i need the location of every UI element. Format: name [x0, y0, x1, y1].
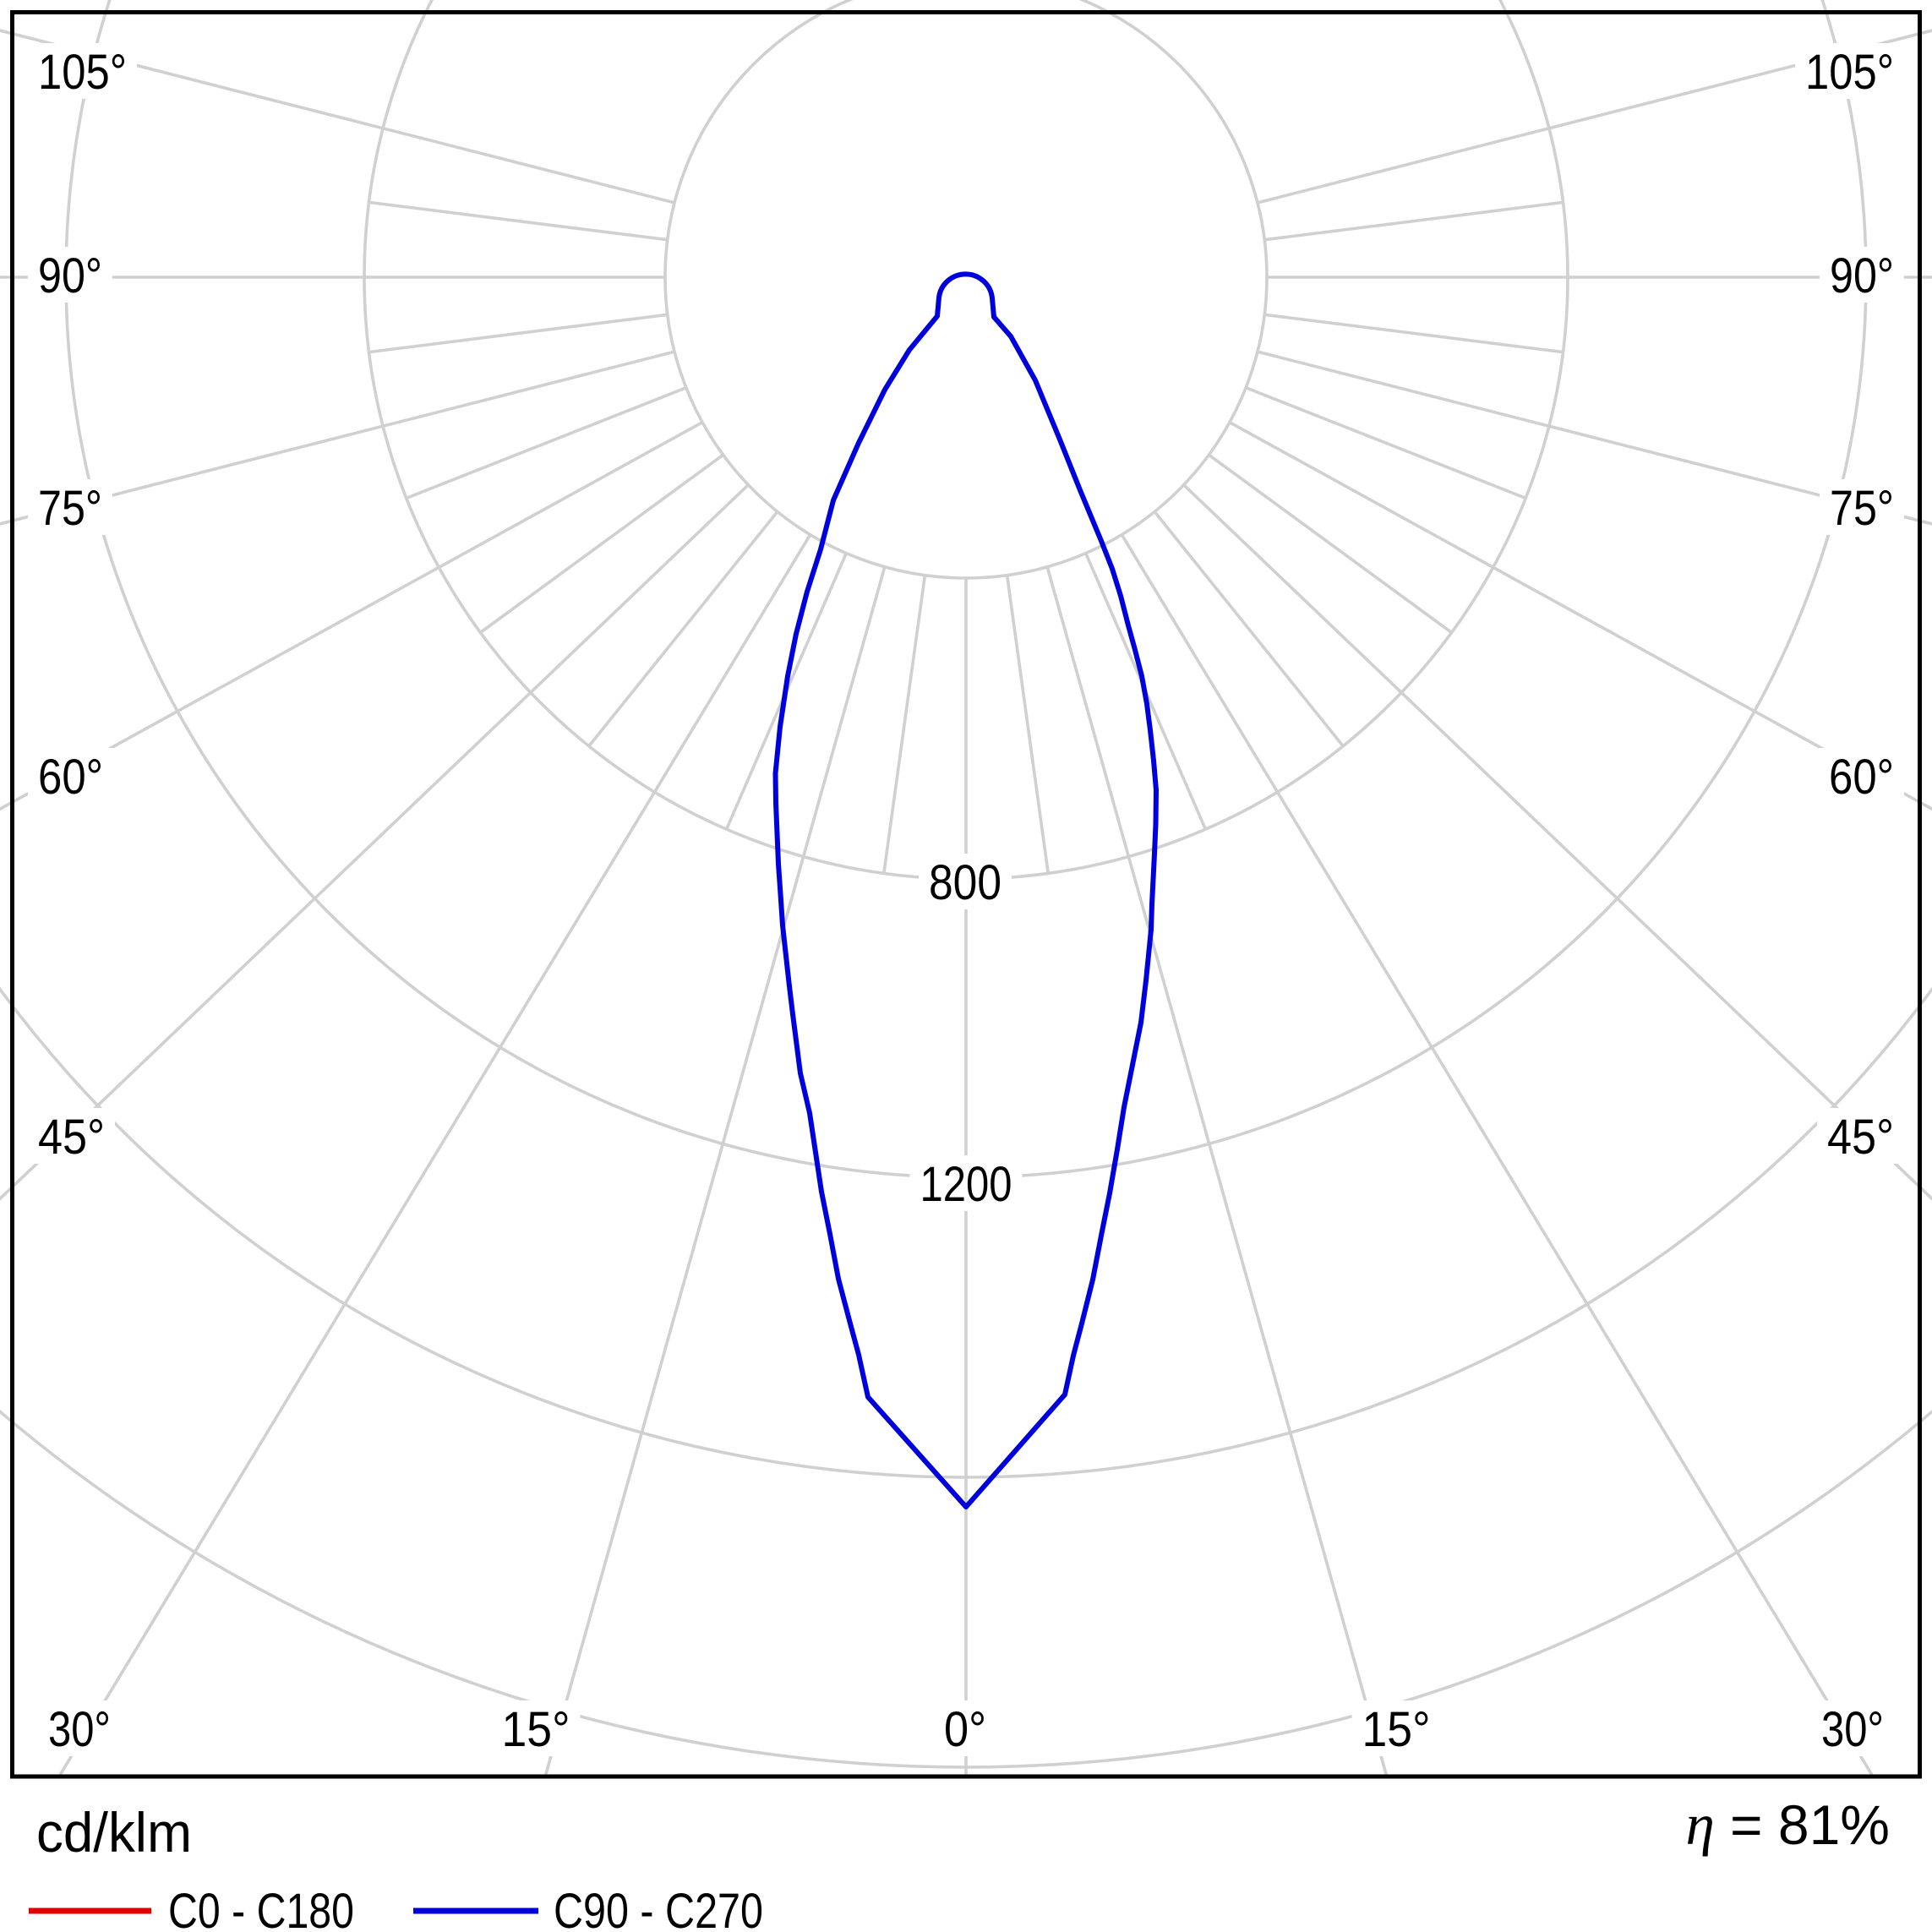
svg-text:1200: 1200: [920, 1157, 1012, 1212]
svg-text:cd/klm: cd/klm: [36, 1801, 192, 1864]
svg-text:η = 81%: η = 81%: [1685, 1793, 1890, 1857]
svg-text:105°: 105°: [38, 45, 127, 100]
svg-text:75°: 75°: [38, 481, 102, 536]
svg-text:800: 800: [929, 855, 1001, 910]
svg-text:45°: 45°: [38, 1110, 105, 1165]
svg-text:30°: 30°: [48, 1702, 111, 1757]
svg-text:15°: 15°: [502, 1702, 570, 1757]
svg-text:90°: 90°: [1830, 248, 1894, 303]
svg-text:30°: 30°: [1821, 1702, 1884, 1757]
svg-text:C90 - C270: C90 - C270: [554, 1884, 763, 1932]
svg-text:15°: 15°: [1362, 1702, 1431, 1757]
svg-text:90°: 90°: [38, 248, 102, 303]
svg-text:60°: 60°: [38, 750, 103, 805]
svg-text:105°: 105°: [1805, 45, 1894, 100]
svg-text:0°: 0°: [944, 1702, 986, 1757]
svg-text:60°: 60°: [1829, 750, 1894, 805]
svg-text:C0 - C180: C0 - C180: [168, 1884, 354, 1932]
svg-text:75°: 75°: [1830, 481, 1894, 536]
svg-text:45°: 45°: [1827, 1110, 1894, 1165]
